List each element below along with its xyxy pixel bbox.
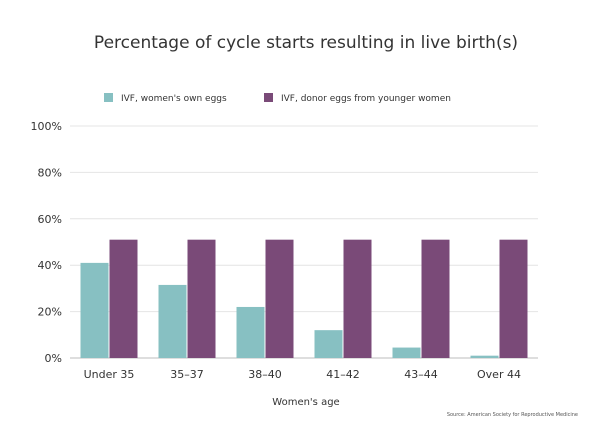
bar-own-eggs <box>470 355 499 358</box>
y-tick-label: 40% <box>38 259 62 272</box>
bar-own-eggs <box>314 330 343 358</box>
chart-title: Percentage of cycle starts resulting in … <box>94 33 518 53</box>
legend-swatch-own-eggs <box>104 93 113 102</box>
bar-own-eggs <box>80 262 109 358</box>
x-tick-label: 41–42 <box>326 368 360 381</box>
grid-lines <box>70 125 538 359</box>
y-axis-ticks: 0% 20% 40% 60% 80% 100% <box>31 120 62 365</box>
source-note: Source: American Society for Reproductiv… <box>447 412 578 418</box>
bar-donor-eggs <box>421 239 450 358</box>
x-tick-label: 35–37 <box>170 368 204 381</box>
y-tick-label: 80% <box>38 166 62 179</box>
y-tick-label: 20% <box>38 306 62 319</box>
legend: IVF, women's own eggs IVF, donor eggs fr… <box>104 93 451 104</box>
bars <box>80 239 528 358</box>
plot-panel <box>68 68 570 358</box>
bar-own-eggs <box>392 347 421 358</box>
legend-swatch-donor-eggs <box>264 93 273 102</box>
x-axis-categories: Under 35 35–37 38–40 41–42 43–44 Over 44 <box>84 368 521 381</box>
bar-donor-eggs <box>499 239 528 358</box>
y-tick-label: 60% <box>38 213 62 226</box>
bar-donor-eggs <box>187 239 216 358</box>
x-tick-label: Over 44 <box>477 368 521 381</box>
bar-donor-eggs <box>343 239 372 358</box>
x-tick-label: Under 35 <box>84 368 135 381</box>
bar-own-eggs <box>158 284 187 358</box>
x-tick-label: 43–44 <box>404 368 438 381</box>
legend-label-donor-eggs: IVF, donor eggs from younger women <box>281 94 451 104</box>
legend-label-own-eggs: IVF, women's own eggs <box>121 94 227 104</box>
x-tick-label: 38–40 <box>248 368 282 381</box>
x-axis-label: Women's age <box>272 397 339 408</box>
bar-donor-eggs <box>265 239 294 358</box>
bar-donor-eggs <box>109 239 138 358</box>
y-tick-label: 0% <box>45 352 62 365</box>
y-tick-label: 100% <box>31 120 62 133</box>
bar-own-eggs <box>236 306 265 358</box>
